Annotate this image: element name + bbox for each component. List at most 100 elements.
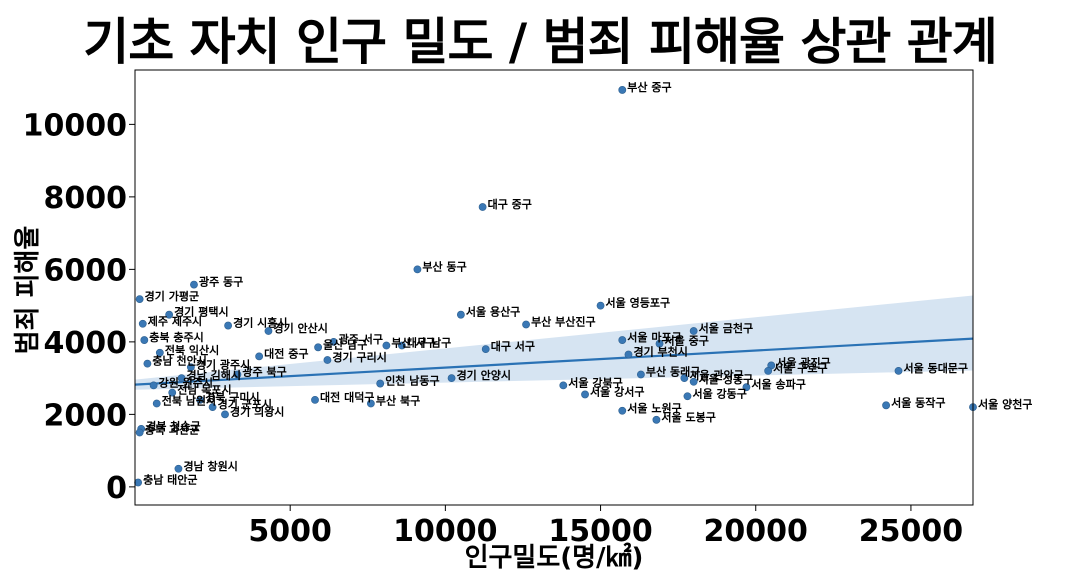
point-label: 부산 부산진구 [531, 314, 596, 328]
data-point [680, 374, 689, 383]
point-label: 경기 부천시 [633, 345, 687, 359]
data-point [689, 327, 698, 335]
data-point [135, 295, 144, 303]
point-label: 대구 서구 [491, 339, 535, 353]
point-label: 경남 창원시 [183, 459, 237, 473]
chart-title: 기초 자치 인구 밀도 / 범죄 피해율 상관 관계 [83, 13, 998, 71]
data-point [581, 390, 589, 399]
point-label: 대전 중구 [264, 346, 308, 360]
point-label: 부산 동래구 [646, 365, 700, 379]
data-point [382, 341, 391, 350]
data-point [165, 310, 174, 319]
y-tick-label: 4000 [44, 326, 128, 361]
data-point [882, 401, 890, 410]
point-label: 부산 서구 [391, 336, 435, 350]
point-label: 서울 성동구 [699, 372, 753, 386]
data-point [186, 363, 195, 372]
data-point [174, 464, 183, 473]
data-point [190, 280, 198, 289]
point-label: 경기 광주시 [196, 357, 250, 371]
data-point [264, 327, 273, 335]
point-label: 서울 강동구 [692, 386, 746, 400]
point-label: 부산 중구 [627, 80, 671, 94]
data-point [522, 320, 530, 329]
regression-line [134, 337, 974, 386]
point-label: 대전 대덕구 [320, 390, 374, 404]
data-point [618, 86, 627, 94]
data-point [135, 428, 144, 437]
y-axis-label: 범죄 피해율 [13, 226, 43, 355]
ci-band [135, 295, 973, 390]
point-label: 경기 안양시 [457, 368, 511, 382]
y-tick-label: 8000 [44, 181, 128, 216]
data-point [138, 319, 147, 328]
point-label: 서울 강북구 [568, 375, 622, 389]
data-point [447, 374, 456, 383]
data-point [618, 336, 627, 344]
point-label: 서울 중구 [665, 334, 709, 348]
data-point [143, 359, 152, 368]
point-label: 서울 구로구 [773, 361, 827, 375]
data-points [134, 86, 977, 487]
data-point [596, 301, 605, 310]
point-label: 서울 용산구 [466, 305, 520, 319]
data-point [652, 415, 661, 424]
data-point [559, 381, 568, 390]
x-axis-label: 인구밀도(명/㎢) [465, 542, 644, 573]
point-label: 경남 김해시 [187, 368, 241, 382]
point-label: 광주 서구 [339, 332, 383, 346]
point-label: 서울 광진구 [776, 355, 830, 369]
data-point [481, 345, 490, 354]
data-point [329, 337, 338, 346]
point-label: 서울 관악구 [689, 368, 743, 382]
x-tick-label: 5000 [248, 514, 332, 549]
x-axis: 5000 10000 15000 20000 25000 [248, 505, 963, 549]
x-tick-label: 20000 [704, 514, 808, 549]
y-tick-label: 10000 [23, 108, 127, 143]
point-label: 강원 원주시 [159, 375, 213, 389]
point-label: 부산 동구 [422, 259, 466, 273]
data-point [140, 336, 149, 344]
x-tick-label: 10000 [393, 514, 497, 549]
data-point [624, 350, 633, 359]
data-point [683, 392, 692, 401]
regression-fit [134, 337, 974, 386]
data-point [413, 265, 422, 274]
point-label: 경기 시흥시 [233, 316, 287, 330]
confidence-band [135, 295, 973, 390]
data-point [456, 310, 465, 319]
point-label: 경기 안산시 [273, 321, 327, 335]
point-label: 서울 동대문구 [904, 361, 969, 375]
data-point [177, 374, 186, 383]
point-label: 경기 평택시 [174, 305, 228, 319]
data-point [366, 399, 375, 408]
data-point [689, 377, 698, 386]
data-point [208, 403, 217, 412]
plot-frame [134, 69, 974, 506]
point-label: 대구 남구 [407, 336, 451, 350]
data-point [894, 366, 903, 375]
point-label: 경기 가평군 [145, 289, 199, 303]
data-point [311, 395, 319, 404]
data-point [655, 339, 664, 348]
point-label: 서울 노원구 [627, 401, 681, 415]
data-point [224, 321, 233, 330]
y-tick-label: 2000 [44, 398, 128, 433]
point-label: 서울 동작구 [891, 395, 945, 409]
point-label: 서울 도봉구 [661, 410, 715, 424]
point-label: 경북 청송군 [146, 419, 200, 433]
point-label: 서울 금천구 [699, 321, 753, 335]
point-label: 울산 남구 [323, 337, 367, 351]
data-point [152, 399, 161, 408]
point-label: 충북 충주시 [149, 330, 203, 344]
data-point [376, 379, 385, 388]
point-label: 충남 태안군 [143, 473, 197, 487]
point-label: 경기 군포시 [218, 397, 272, 411]
data-point [618, 406, 627, 415]
data-point [478, 203, 487, 211]
point-label: 전북 익산시 [165, 343, 219, 357]
point-label: 부산 북구 [376, 394, 420, 408]
data-point [149, 381, 158, 390]
point-label: 서울 마포구 [627, 330, 681, 344]
